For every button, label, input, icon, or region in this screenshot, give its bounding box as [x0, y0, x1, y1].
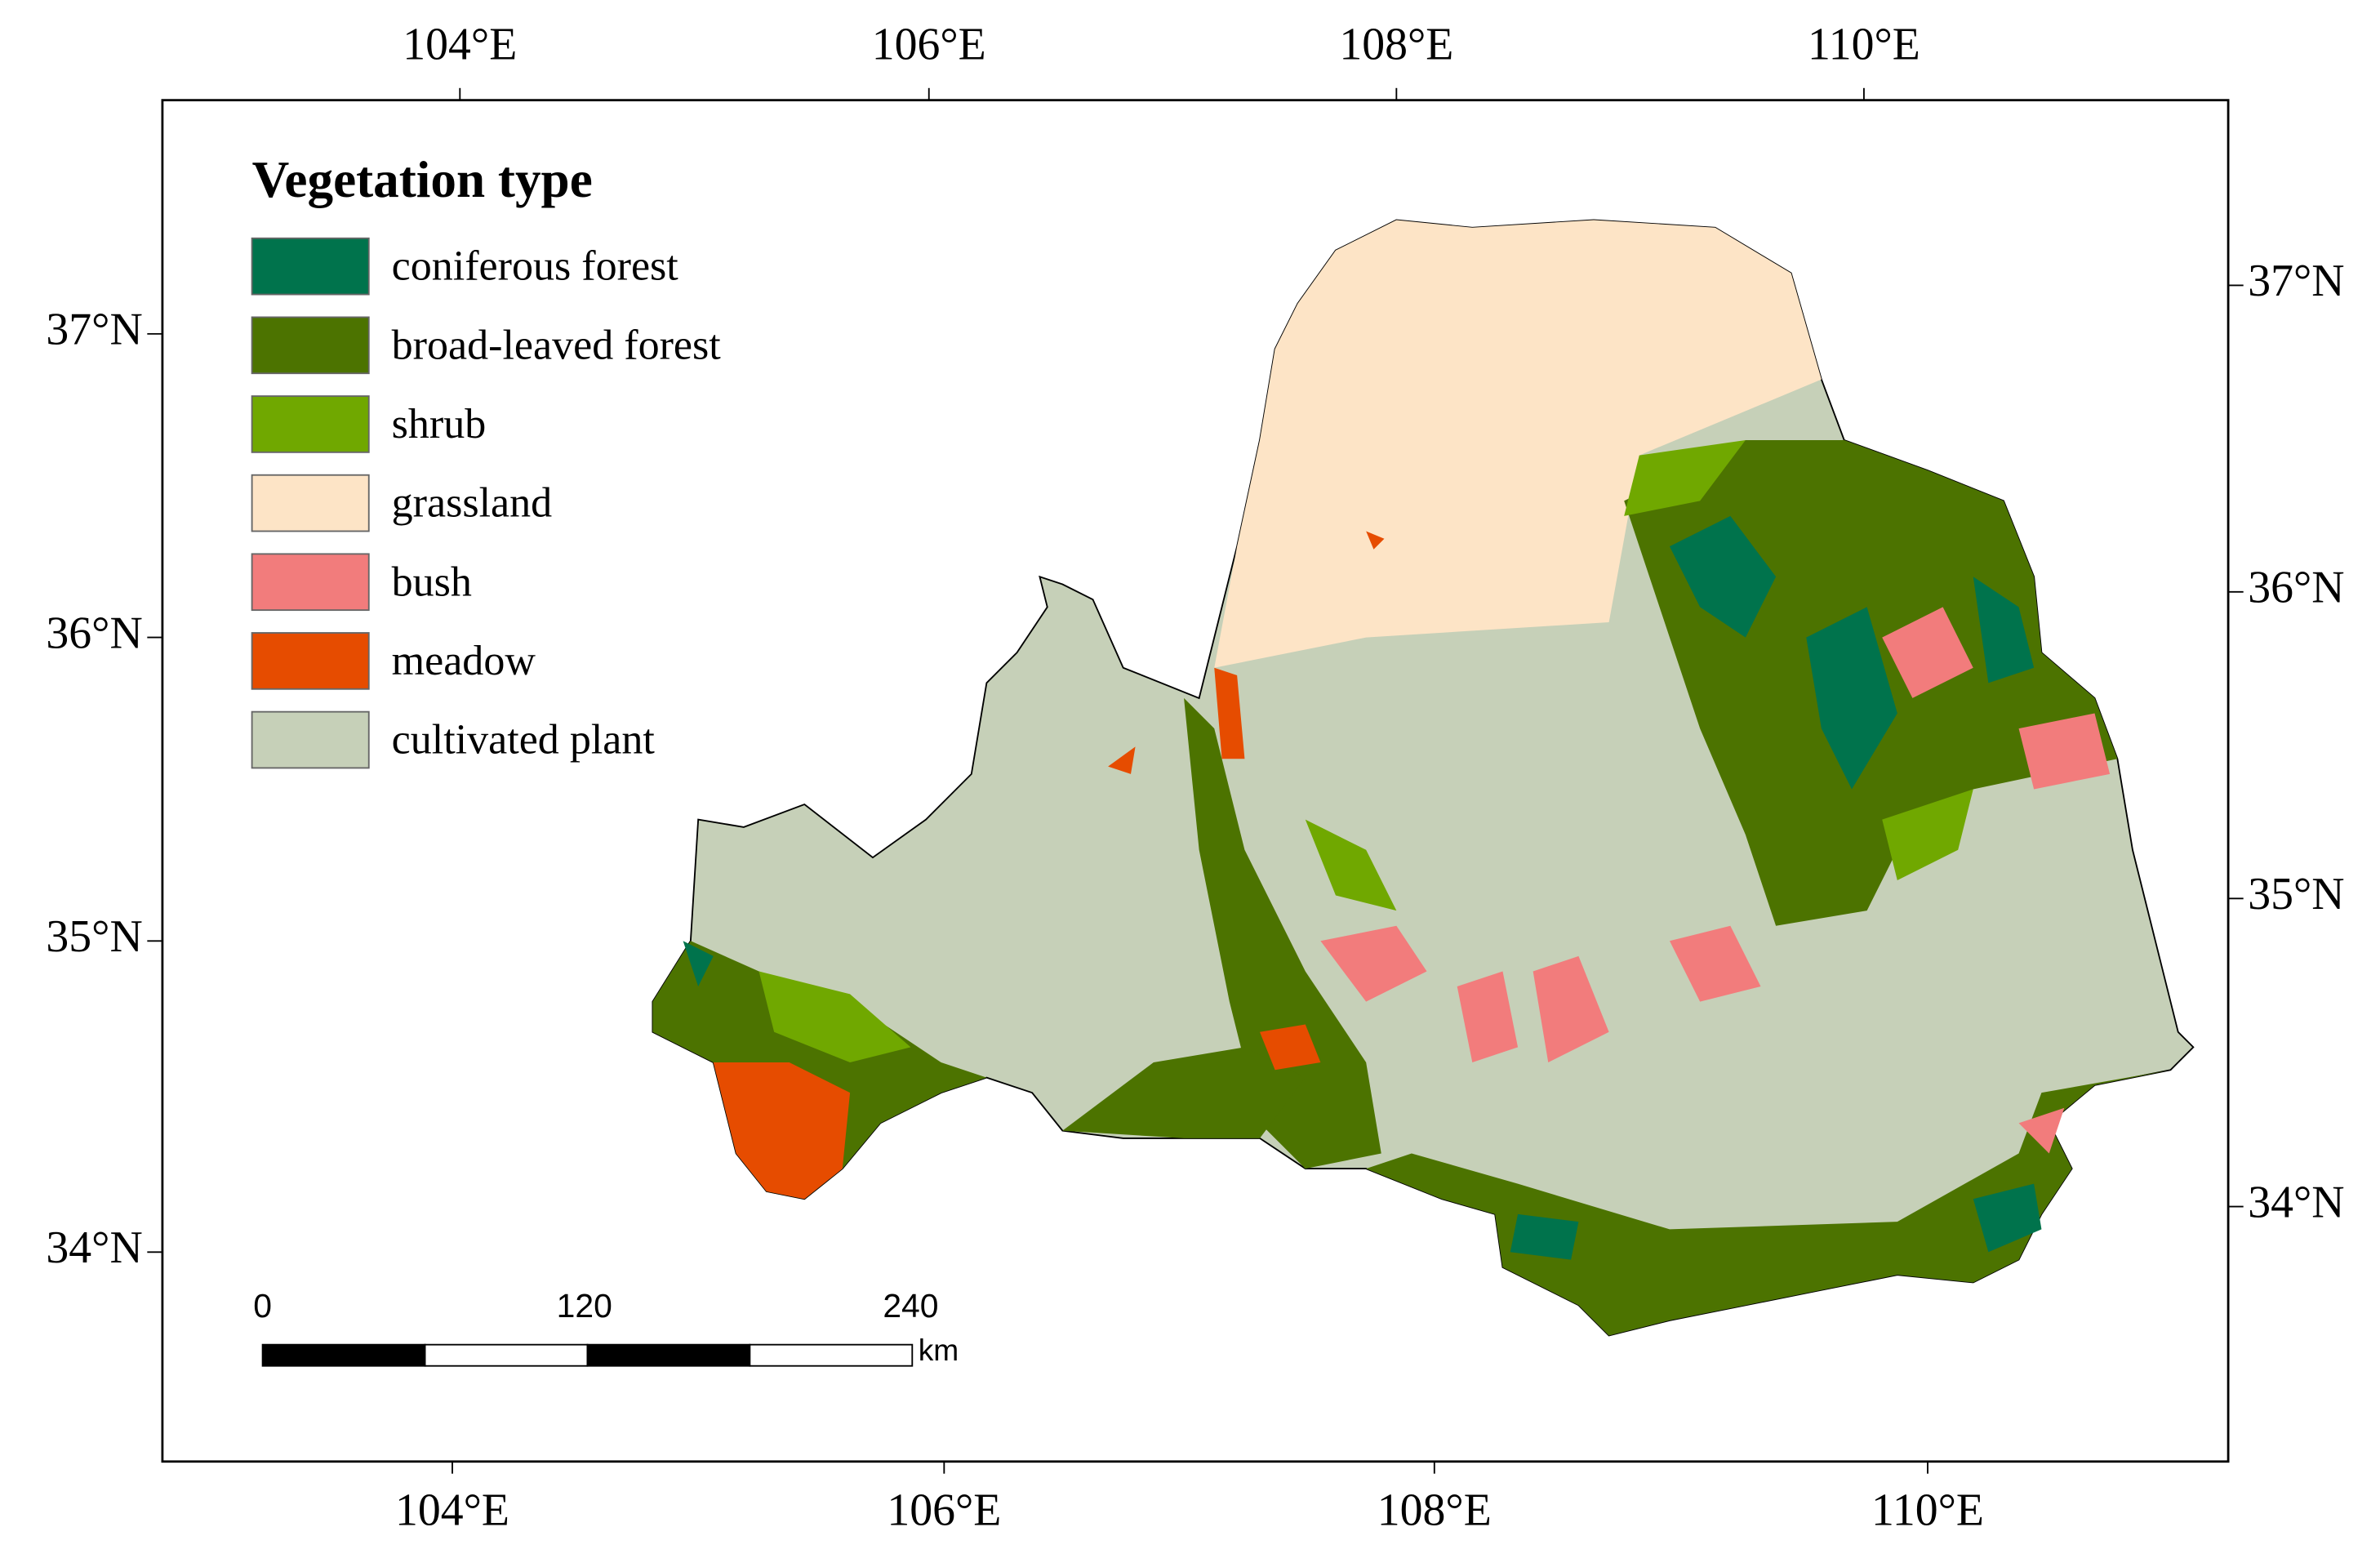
legend-label: bush: [392, 559, 472, 605]
region-meadow: [713, 1062, 851, 1200]
region-bush: [1669, 925, 1761, 1002]
legend-label: shrub: [392, 401, 487, 447]
scale-segment: [749, 1343, 914, 1367]
region-conifer: [1669, 515, 1777, 638]
scale-unit: km: [919, 1333, 959, 1367]
top-tick-label: 106°E: [872, 19, 986, 69]
region-bush: [1457, 971, 1519, 1062]
region-meadow: [1260, 1024, 1321, 1071]
legend-swatch: [251, 316, 370, 375]
region-conifer: [1973, 1183, 2042, 1253]
right-tick-label: 37°N: [2248, 256, 2344, 306]
region-broadleaf: [1184, 697, 1381, 1169]
region-shrub: [758, 971, 911, 1062]
region-conifer: [1806, 607, 1897, 790]
region-broadleaf: [1062, 1047, 1306, 1138]
legend: Vegetation type coniferous forest broad-l…: [251, 151, 722, 769]
scale-label: 240: [883, 1287, 938, 1325]
region-conifer: [683, 941, 714, 987]
legend-label: grassland: [392, 480, 553, 527]
legend-swatch: [251, 710, 370, 769]
scale-segment: [586, 1343, 751, 1367]
legend-label: coniferous forest: [392, 243, 679, 290]
region-bush: [1882, 607, 1973, 698]
legend-swatch: [251, 474, 370, 532]
legend-swatch: [251, 395, 370, 453]
legend-label: cultivated plant: [392, 717, 656, 764]
right-tick-label: 35°N: [2248, 869, 2344, 919]
axes: 104°E 106°E 108°E 110°E 104°E 106°E 108°E 110°E…: [46, 19, 2344, 1535]
top-tick-label: 104°E: [403, 19, 517, 69]
scale-segment: [424, 1343, 589, 1367]
legend-title: Vegetation type: [252, 151, 593, 208]
legend-swatch: [251, 632, 370, 690]
region-conifer: [1973, 577, 2035, 683]
region-meadow: [1214, 667, 1245, 759]
left-tick-label: 35°N: [46, 911, 142, 962]
region-shrub: [1624, 439, 1746, 516]
bottom-tick-label: 110°E: [1871, 1485, 1984, 1536]
left-tick-label: 34°N: [46, 1222, 142, 1273]
left-tick-label: 36°N: [46, 608, 142, 658]
right-tick-label: 34°N: [2248, 1177, 2344, 1227]
top-tick-label: 108°E: [1339, 19, 1453, 69]
scale-label: 120: [557, 1287, 612, 1325]
scale-bar: 0 120 240 km: [253, 1287, 959, 1367]
legend-label: meadow: [392, 638, 536, 684]
scale-label: 0: [253, 1287, 272, 1325]
legend-swatch: [251, 237, 370, 296]
vegetation-map: [652, 219, 2195, 1337]
region-bush: [1320, 925, 1427, 1002]
region-meadow: [1108, 746, 1136, 774]
top-tick-label: 110°E: [1808, 19, 1920, 69]
region-conifer: [1510, 1213, 1579, 1260]
region-bush: [2018, 713, 2111, 790]
left-tick-label: 37°N: [46, 305, 142, 355]
legend-label: broad-leaved forest: [392, 322, 722, 368]
region-meadow: [1366, 531, 1385, 550]
bottom-tick-label: 106°E: [887, 1485, 1001, 1536]
region-broadleaf: [1366, 1070, 2171, 1336]
legend-swatch: [251, 553, 370, 612]
region-shrub: [1305, 819, 1397, 911]
scale-segment: [261, 1343, 426, 1367]
region-grassland: [1214, 220, 1822, 668]
right-tick-label: 36°N: [2248, 563, 2344, 613]
region-bush: [1533, 955, 1609, 1062]
bottom-tick-label: 108°E: [1377, 1485, 1492, 1536]
bottom-tick-label: 104°E: [395, 1485, 509, 1536]
